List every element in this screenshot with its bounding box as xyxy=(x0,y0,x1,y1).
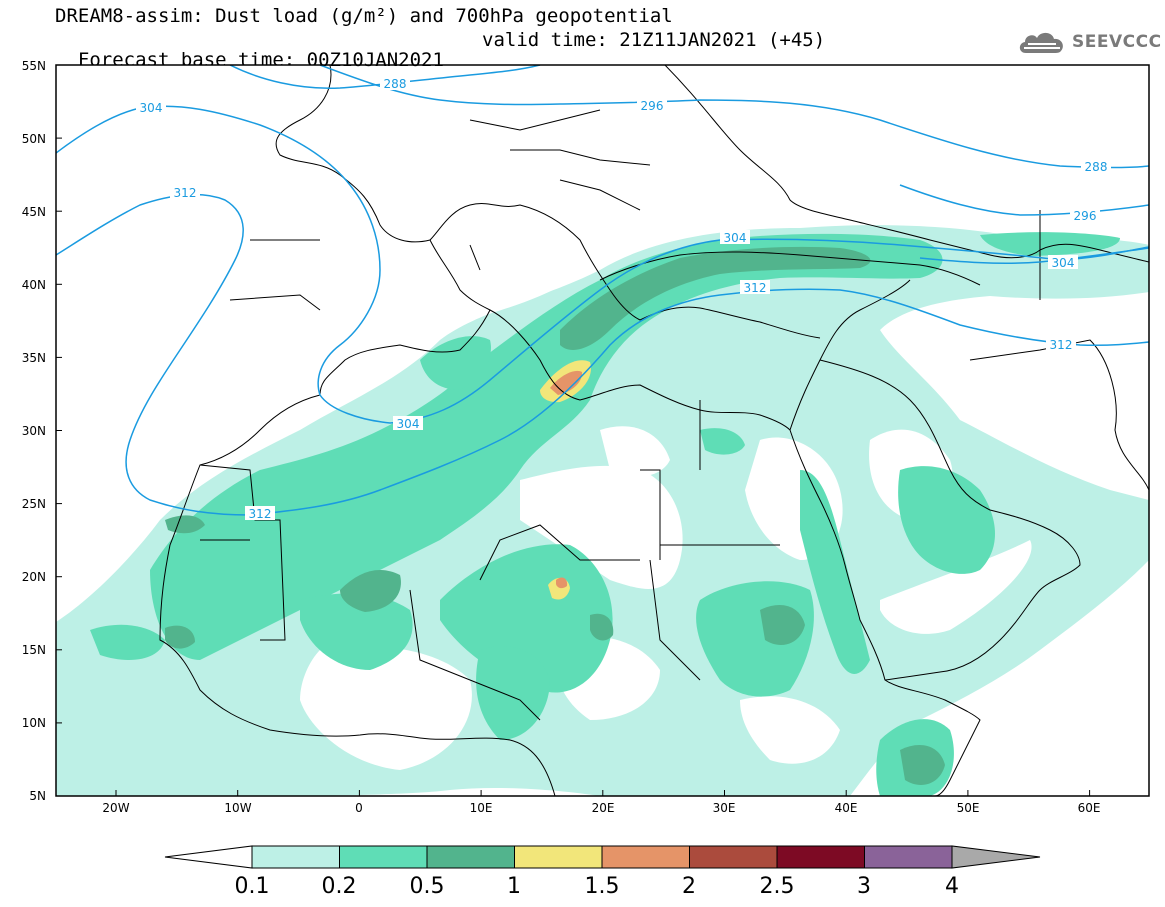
dust-free-areas xyxy=(56,65,1149,796)
lon-label: 50E xyxy=(957,801,980,815)
lon-label: 40E xyxy=(835,801,858,815)
legend-right-arrow xyxy=(951,845,1041,869)
contour-label: 296 xyxy=(641,99,664,113)
contour-labels: 288 296 304 312 304 312 288 296 304 304 … xyxy=(136,76,1111,521)
seevccc-logo: SEEVCCC xyxy=(1016,27,1162,57)
contour-label: 296 xyxy=(1074,209,1097,223)
lat-label: 45N xyxy=(22,205,46,219)
legend-tick-label: 4 xyxy=(945,874,959,899)
lon-label: 60E xyxy=(1078,801,1101,815)
longitude-labels: 20W 10W 0 10E 20E 30E 40E 50E 60E xyxy=(102,801,1100,815)
legend-tick-label: 2.5 xyxy=(760,874,795,899)
valid-time-text: valid time: 21Z11JAN2021 (+45) xyxy=(482,29,826,51)
contour-label: 288 xyxy=(1085,160,1108,174)
legend-color-box xyxy=(776,845,865,869)
legend-color-box xyxy=(339,845,428,869)
lat-label: 40N xyxy=(22,278,46,292)
lat-label: 50N xyxy=(22,132,46,146)
dust-level-0-5 xyxy=(165,246,945,785)
legend-tick-label: 2 xyxy=(682,874,696,899)
map-title: DREAM8-assim: Dust load (g/m²) and 700hP… xyxy=(55,5,673,27)
contour-label: 312 xyxy=(174,186,197,200)
latitude-axis xyxy=(56,64,1091,797)
lon-label: 20E xyxy=(592,801,615,815)
lat-label: 10N xyxy=(22,716,46,730)
lat-label: 5N xyxy=(29,789,46,803)
legend-tick-label: 0.5 xyxy=(410,874,445,899)
lat-label: 25N xyxy=(22,497,46,511)
contour-label: 288 xyxy=(384,77,407,91)
lon-label: 0 xyxy=(355,801,363,815)
latitude-labels: 55N 50N 45N 40N 35N 30N 25N 20N 15N 10N … xyxy=(22,59,46,803)
contour-label: 312 xyxy=(1050,338,1073,352)
legend-color-box xyxy=(426,845,515,869)
legend-tick-label: 0.1 xyxy=(235,874,270,899)
cloud-icon xyxy=(1019,32,1063,53)
legend-tick-label: 0.2 xyxy=(322,874,357,899)
lat-label: 30N xyxy=(22,424,46,438)
lat-label: 20N xyxy=(22,570,46,584)
legend-color-box xyxy=(514,845,603,869)
legend-color-box xyxy=(251,845,340,869)
lon-label: 10E xyxy=(470,801,493,815)
lat-label: 15N xyxy=(22,643,46,657)
contour-label: 304 xyxy=(397,417,420,431)
logo-text: SEEVCCC xyxy=(1072,32,1162,52)
lon-label: 10W xyxy=(224,801,251,815)
contour-label: 312 xyxy=(249,507,272,521)
legend-tick-label: 1 xyxy=(507,874,521,899)
legend-tick-label: 1.5 xyxy=(585,874,620,899)
legend-color-box xyxy=(689,845,778,869)
lat-label: 55N xyxy=(22,59,46,73)
color-legend: 0.1 0.2 0.5 1 1.5 2 2.5 3 4 xyxy=(164,845,1041,899)
contour-label: 312 xyxy=(744,281,767,295)
lon-label: 30E xyxy=(713,801,736,815)
legend-color-box xyxy=(864,845,953,869)
lon-label: 20W xyxy=(102,801,129,815)
legend-left-arrow xyxy=(164,845,253,869)
contour-label: 304 xyxy=(1052,256,1075,270)
dust-fields xyxy=(56,65,1149,796)
contour-label: 304 xyxy=(140,101,163,115)
legend-color-box xyxy=(601,845,690,869)
legend-tick-label: 3 xyxy=(857,874,871,899)
lat-label: 35N xyxy=(22,351,46,365)
contour-label: 304 xyxy=(724,231,747,245)
dust-level-1-5 xyxy=(550,370,583,589)
